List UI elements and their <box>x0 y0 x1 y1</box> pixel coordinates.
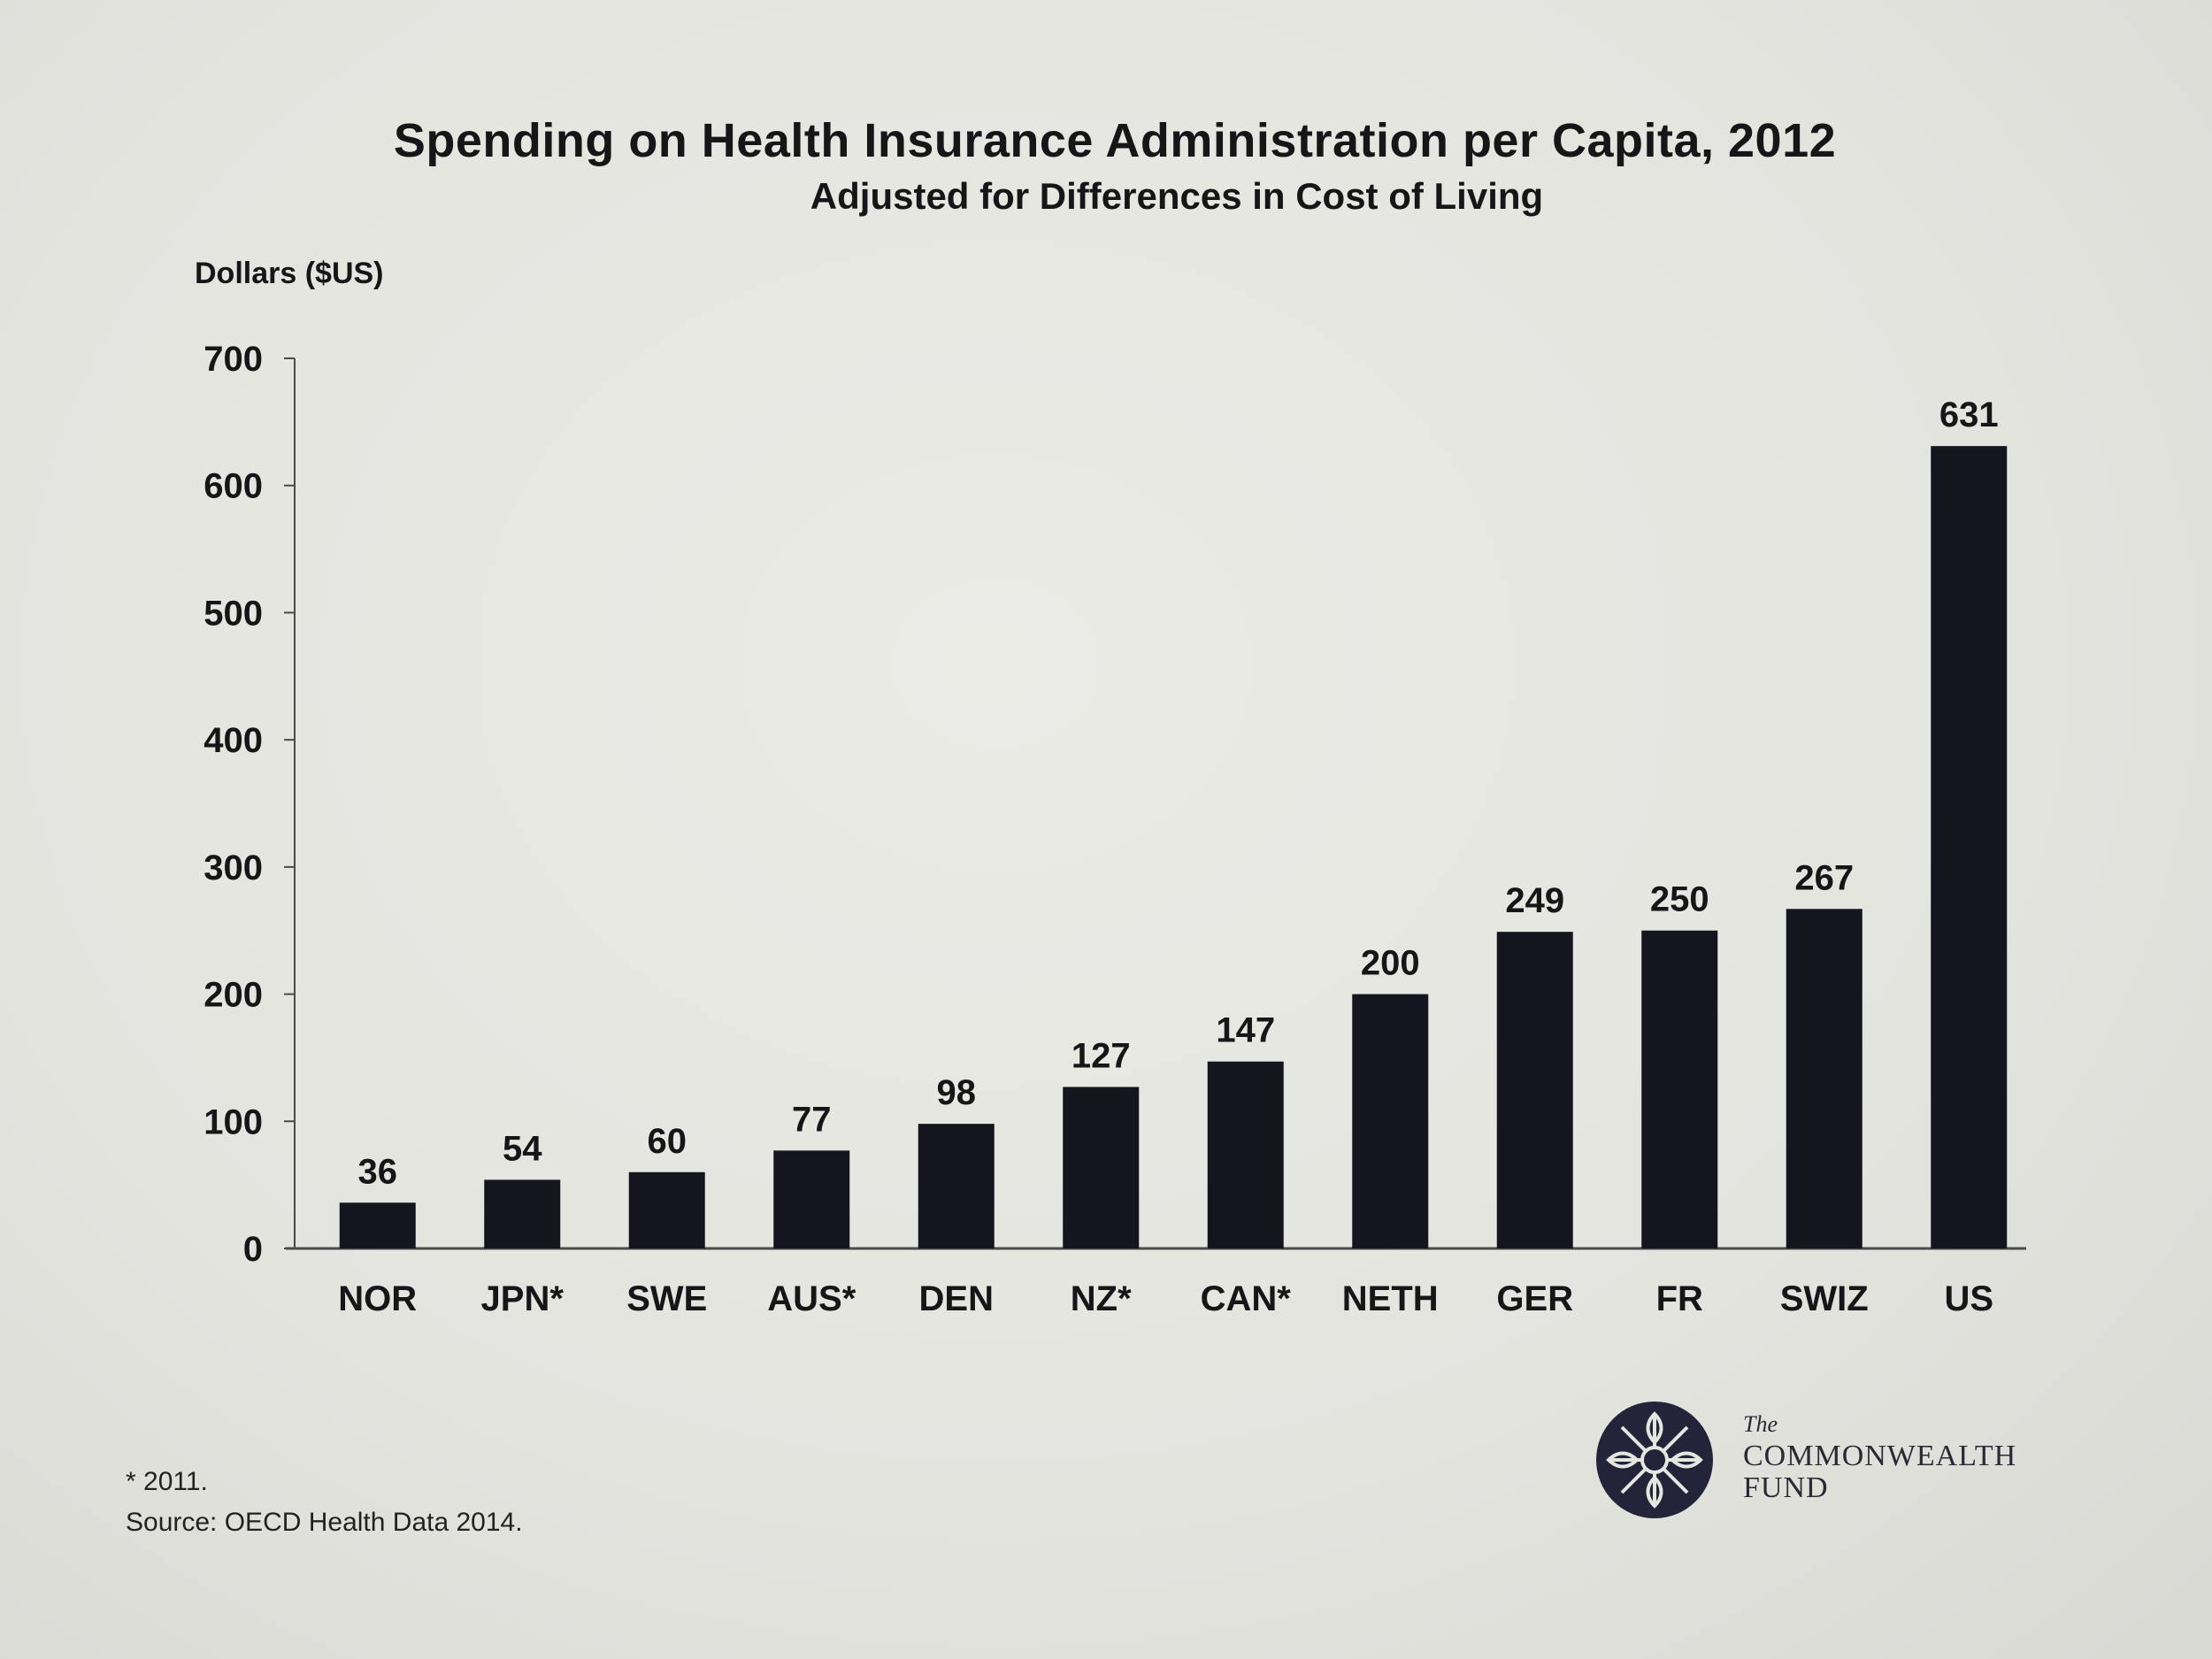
bar-ger <box>1496 932 1573 1248</box>
data-label: 631 <box>1939 396 1999 434</box>
data-label: 77 <box>792 1100 832 1139</box>
logo-the: The <box>1743 1411 1778 1437</box>
data-label: 250 <box>1650 880 1709 919</box>
bar-can <box>1207 1061 1284 1248</box>
data-label: 54 <box>503 1129 542 1168</box>
chart-subtitle-text: Adjusted for Differences in Cost of Livi… <box>810 175 1544 217</box>
y-axis-label: Dollars ($US) <box>195 257 384 290</box>
category-label: NZ* <box>1071 1279 1132 1318</box>
category-label: AUS* <box>767 1279 856 1318</box>
y-tick-label: 100 <box>204 1102 263 1141</box>
data-label: 267 <box>1794 858 1854 897</box>
logo-name-line2: FUND <box>1743 1471 1829 1504</box>
y-tick-label: 300 <box>204 849 263 887</box>
footnote-source: Source: OECD Health Data 2014. <box>126 1508 523 1537</box>
category-label: US <box>1944 1279 1993 1318</box>
logo-wordmark: The COMMONWEALTH FUND <box>1743 1409 2016 1504</box>
y-tick-label: 400 <box>204 721 263 760</box>
footnote-note: * 2011. <box>126 1467 208 1496</box>
category-label: JPN* <box>481 1279 565 1318</box>
category-label: FR <box>1656 1279 1703 1318</box>
category-label: NOR <box>338 1279 417 1318</box>
bar-us <box>1931 446 2008 1249</box>
data-label: 127 <box>1071 1036 1131 1075</box>
data-label: 249 <box>1505 881 1564 920</box>
data-label: 98 <box>937 1073 977 1112</box>
chart-title: Spending on Health Insurance Administrat… <box>0 113 2212 168</box>
bar-nor <box>339 1202 416 1248</box>
y-tick-label: 600 <box>204 467 263 506</box>
category-label: CAN* <box>1201 1279 1292 1318</box>
category-label: SWIZ <box>1780 1279 1869 1318</box>
commonwealth-fund-logo: The COMMONWEALTH FUND <box>1593 1398 2070 1522</box>
chart-subtitle: Adjusted for Differences in Cost of Livi… <box>0 175 2212 218</box>
bar-aus <box>773 1150 850 1248</box>
bar-nz <box>1063 1087 1140 1248</box>
logo-name-line1: COMMONWEALTH <box>1743 1440 2017 1472</box>
bar-den <box>918 1124 995 1248</box>
y-tick-label: 500 <box>204 594 263 633</box>
y-tick-label: 700 <box>204 340 263 379</box>
bar-swe <box>628 1171 705 1248</box>
category-label: SWE <box>626 1279 707 1318</box>
data-label: 147 <box>1216 1011 1275 1050</box>
data-label: 36 <box>358 1152 398 1191</box>
bar-jpn <box>484 1179 561 1248</box>
bar-neth <box>1352 994 1429 1248</box>
data-label: 200 <box>1361 944 1420 983</box>
bar-swiz <box>1786 909 1863 1248</box>
bar-fr <box>1641 930 1718 1248</box>
chart-title-text: Spending on Health Insurance Administrat… <box>393 114 1837 167</box>
category-label: NETH <box>1342 1279 1439 1318</box>
y-tick-label: 200 <box>204 976 263 1015</box>
category-label: DEN <box>919 1279 994 1318</box>
commonwealth-fund-wheel-icon <box>1596 1402 1713 1518</box>
y-tick-label: 0 <box>243 1230 263 1269</box>
footnote: * 2011. Source: OECD Health Data 2014. <box>126 1462 523 1543</box>
category-label: GER <box>1496 1279 1573 1318</box>
data-label: 60 <box>648 1122 687 1161</box>
